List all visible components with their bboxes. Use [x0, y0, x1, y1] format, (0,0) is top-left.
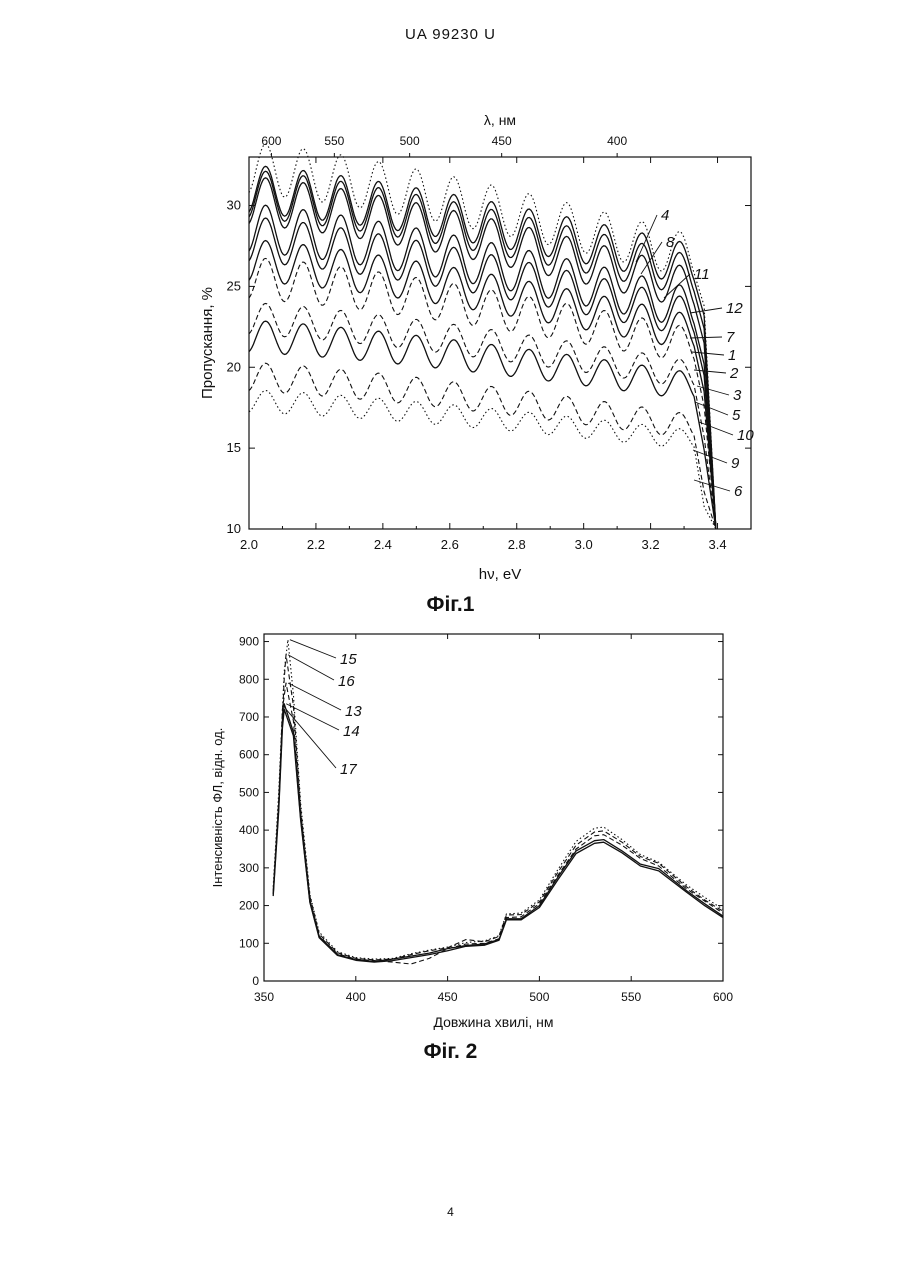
x-tick-label: 600 [713, 990, 733, 1004]
figure-2-caption: Фіг. 2 [0, 1040, 901, 1064]
series-line-14 [273, 704, 723, 962]
leader-line-16 [288, 655, 334, 680]
figure-2-photoluminescence-chart: 350 400 450 500 550 600 0 100 200 300 400 500 600 700… [0, 0, 901, 1060]
y-tick-label: 800 [239, 672, 259, 686]
y-tick-label: 500 [239, 785, 259, 799]
leader-line-13 [288, 683, 341, 710]
series-label-17: 17 [340, 761, 357, 778]
series-line-16 [273, 655, 723, 960]
series-line-13 [273, 683, 723, 964]
y-axis-label: Інтенсивність ФЛ, відн. од. [210, 728, 225, 888]
page-number: 4 [0, 1205, 901, 1219]
x-tick-label: 550 [621, 990, 641, 1004]
y-tick-label: 700 [239, 710, 259, 724]
plot-frame [264, 634, 723, 981]
y-tick-label: 0 [252, 974, 259, 988]
y-tick-label: 200 [239, 899, 259, 913]
x-tick-label: 400 [346, 990, 366, 1004]
y-tick-label: 900 [239, 635, 259, 649]
y-tick-label: 400 [239, 823, 259, 837]
series-label-15: 15 [340, 651, 357, 668]
leader-line-15 [290, 640, 336, 658]
x-tick-label: 350 [254, 990, 274, 1004]
x-axis-label: Довжина хвилі, нм [434, 1014, 554, 1030]
y-tick-label: 600 [239, 748, 259, 762]
series-label-13: 13 [345, 703, 362, 720]
series-label-16: 16 [338, 673, 355, 690]
series-label-14: 14 [343, 723, 360, 740]
series-line-17 [273, 709, 723, 962]
x-tick-label: 500 [529, 990, 549, 1004]
y-tick-label: 100 [239, 936, 259, 950]
x-tick-label: 450 [438, 990, 458, 1004]
y-tick-label: 300 [239, 861, 259, 875]
